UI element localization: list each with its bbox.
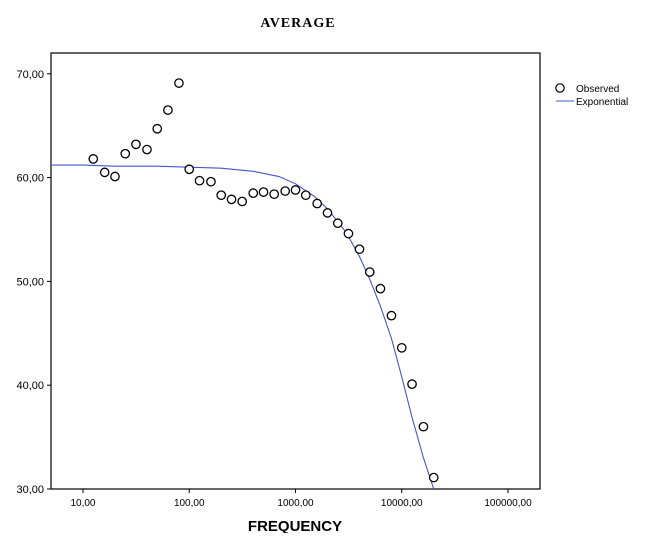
observed-point [375,283,386,294]
observed-point [290,185,301,195]
observed-point [418,421,429,432]
observed-point [226,194,237,205]
y-tick-label: 40,00 [16,380,44,392]
plot-frame [50,52,541,490]
observed-point [163,105,173,115]
x-tick-label: 10,00 [70,498,95,509]
observed-point [322,208,333,218]
observed-point [280,186,291,196]
x-tick-label: 100,00 [174,498,205,509]
observed-point [216,190,227,201]
legend: Observed Exponential [555,83,628,108]
observed-point [248,188,259,198]
legend-observed-marker [555,83,565,93]
observed-point [237,196,248,207]
observed-point [354,244,365,255]
y-tick-label: 50,00 [16,276,44,288]
y-tick-label: 30,00 [16,484,44,496]
observed-point [206,176,216,187]
observed-points-layer [88,78,439,483]
observed-point [142,144,152,155]
fit-curve-layer [51,164,435,489]
observed-point [99,167,110,178]
observed-point [194,175,205,186]
exponential-fit-line [51,164,435,489]
observed-point [152,123,163,134]
observed-point [300,190,311,201]
observed-point [174,78,184,88]
x-axis-label: FREQUENCY [248,518,342,533]
legend-observed-label: Observed [576,84,619,95]
observed-point [88,154,99,164]
axis-ticks: 30,00 40,00 50,00 60,00 70,00 10,00 100,00 1000… [16,69,532,509]
x-tick-label: 1000,00 [277,498,314,509]
y-tick-label: 70,00 [16,69,44,81]
observed-point [120,148,131,159]
observed-point [407,379,417,389]
observed-point [184,164,195,175]
x-tick-label: 100000,00 [484,498,532,509]
legend-exponential-label: Exponential [576,97,628,108]
observed-point [396,342,407,353]
observed-point [386,310,397,321]
observed-point [364,267,375,277]
y-tick-label: 60,00 [16,173,44,185]
observed-point [428,472,439,483]
observed-point [343,228,354,239]
observed-point [258,187,269,197]
x-tick-label: 10000,00 [381,498,423,509]
observed-point [131,139,141,150]
chart-title: AVERAGE [260,16,335,31]
observed-point [332,218,343,229]
observed-point [312,198,323,209]
observed-point [269,189,280,200]
observed-point [110,171,120,182]
